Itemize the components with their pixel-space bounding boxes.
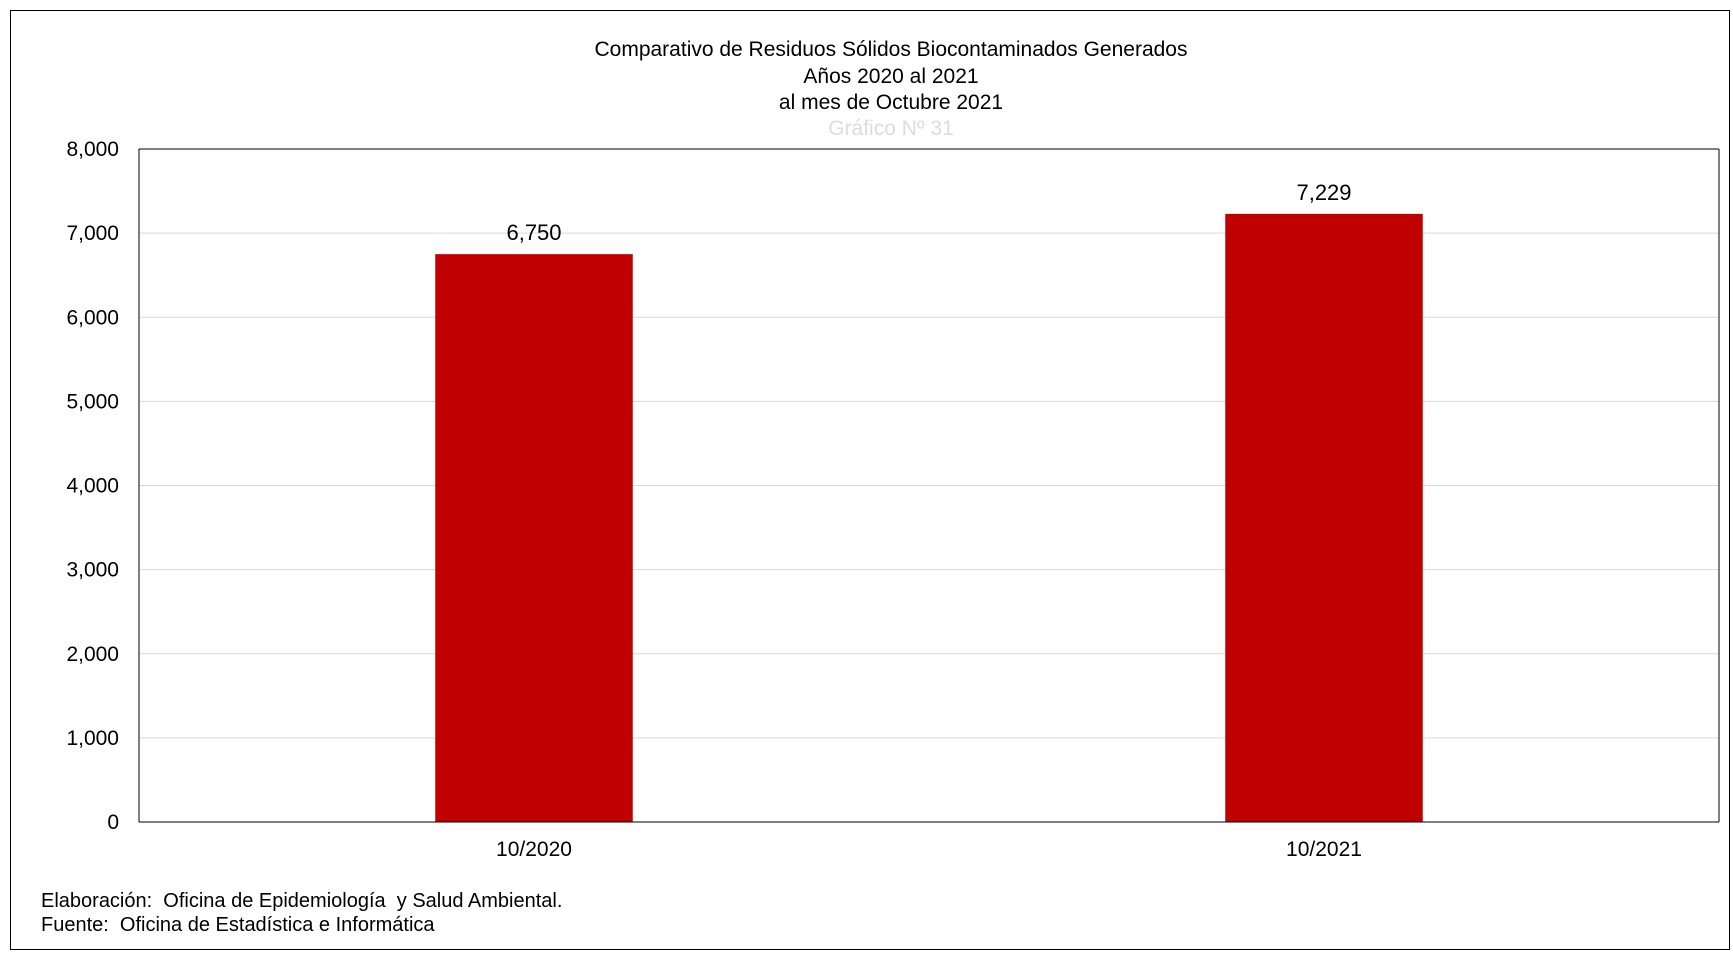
chart-title: Comparativo de Residuos Sólidos Bioconta…	[594, 38, 1187, 140]
chart-title-line-3: al mes de Octubre 2021	[779, 91, 1003, 114]
chart-subtitle: Gráfico Nº 31	[828, 117, 954, 140]
bar-10/2021	[1225, 213, 1423, 823]
chart-frame: Comparativo de Residuos Sólidos Bioconta…	[10, 10, 1730, 950]
x-tick-label-10/2020: 10/2020	[496, 838, 572, 861]
y-tick-label-4000: 4,000	[66, 475, 119, 498]
footer-elaboracion: Elaboración: Oficina de Epidemiología y …	[41, 890, 563, 912]
axes	[138, 148, 1720, 823]
y-tick-label-1000: 1,000	[66, 727, 119, 750]
data-label-10/2021: 7,229	[1296, 180, 1351, 205]
y-tick-label-7000: 7,000	[66, 222, 119, 245]
chart-title-line-2: Años 2020 al 2021	[803, 65, 978, 88]
bar-10/2020	[435, 254, 633, 822]
data-labels: 6,750 7,229	[506, 180, 1351, 245]
y-tick-label-0: 0	[107, 811, 119, 834]
y-tick-label-2000: 2,000	[66, 643, 119, 666]
chart-svg: Comparativo de Residuos Sólidos Bioconta…	[66, 38, 1720, 861]
bars	[435, 213, 1423, 823]
y-tick-label-3000: 3,000	[66, 559, 119, 582]
y-tick-label-6000: 6,000	[66, 306, 119, 329]
x-tick-label-10/2021: 10/2021	[1286, 838, 1362, 861]
footer-fuente: Fuente: Oficina de Estadística e Informá…	[41, 914, 435, 936]
grid	[139, 148, 1719, 739]
data-label-10/2020: 6,750	[506, 220, 561, 245]
y-tick-label-8000: 8,000	[66, 138, 119, 161]
chart-title-line-1: Comparativo de Residuos Sólidos Bioconta…	[594, 38, 1187, 61]
x-axis-tick-labels: 10/2020 10/2021	[496, 838, 1362, 861]
y-tick-label-5000: 5,000	[66, 390, 119, 413]
y-axis-tick-labels: 0 1,000 2,000 3,000 4,000 5,000 6,000 7,000 8,00…	[66, 138, 119, 834]
